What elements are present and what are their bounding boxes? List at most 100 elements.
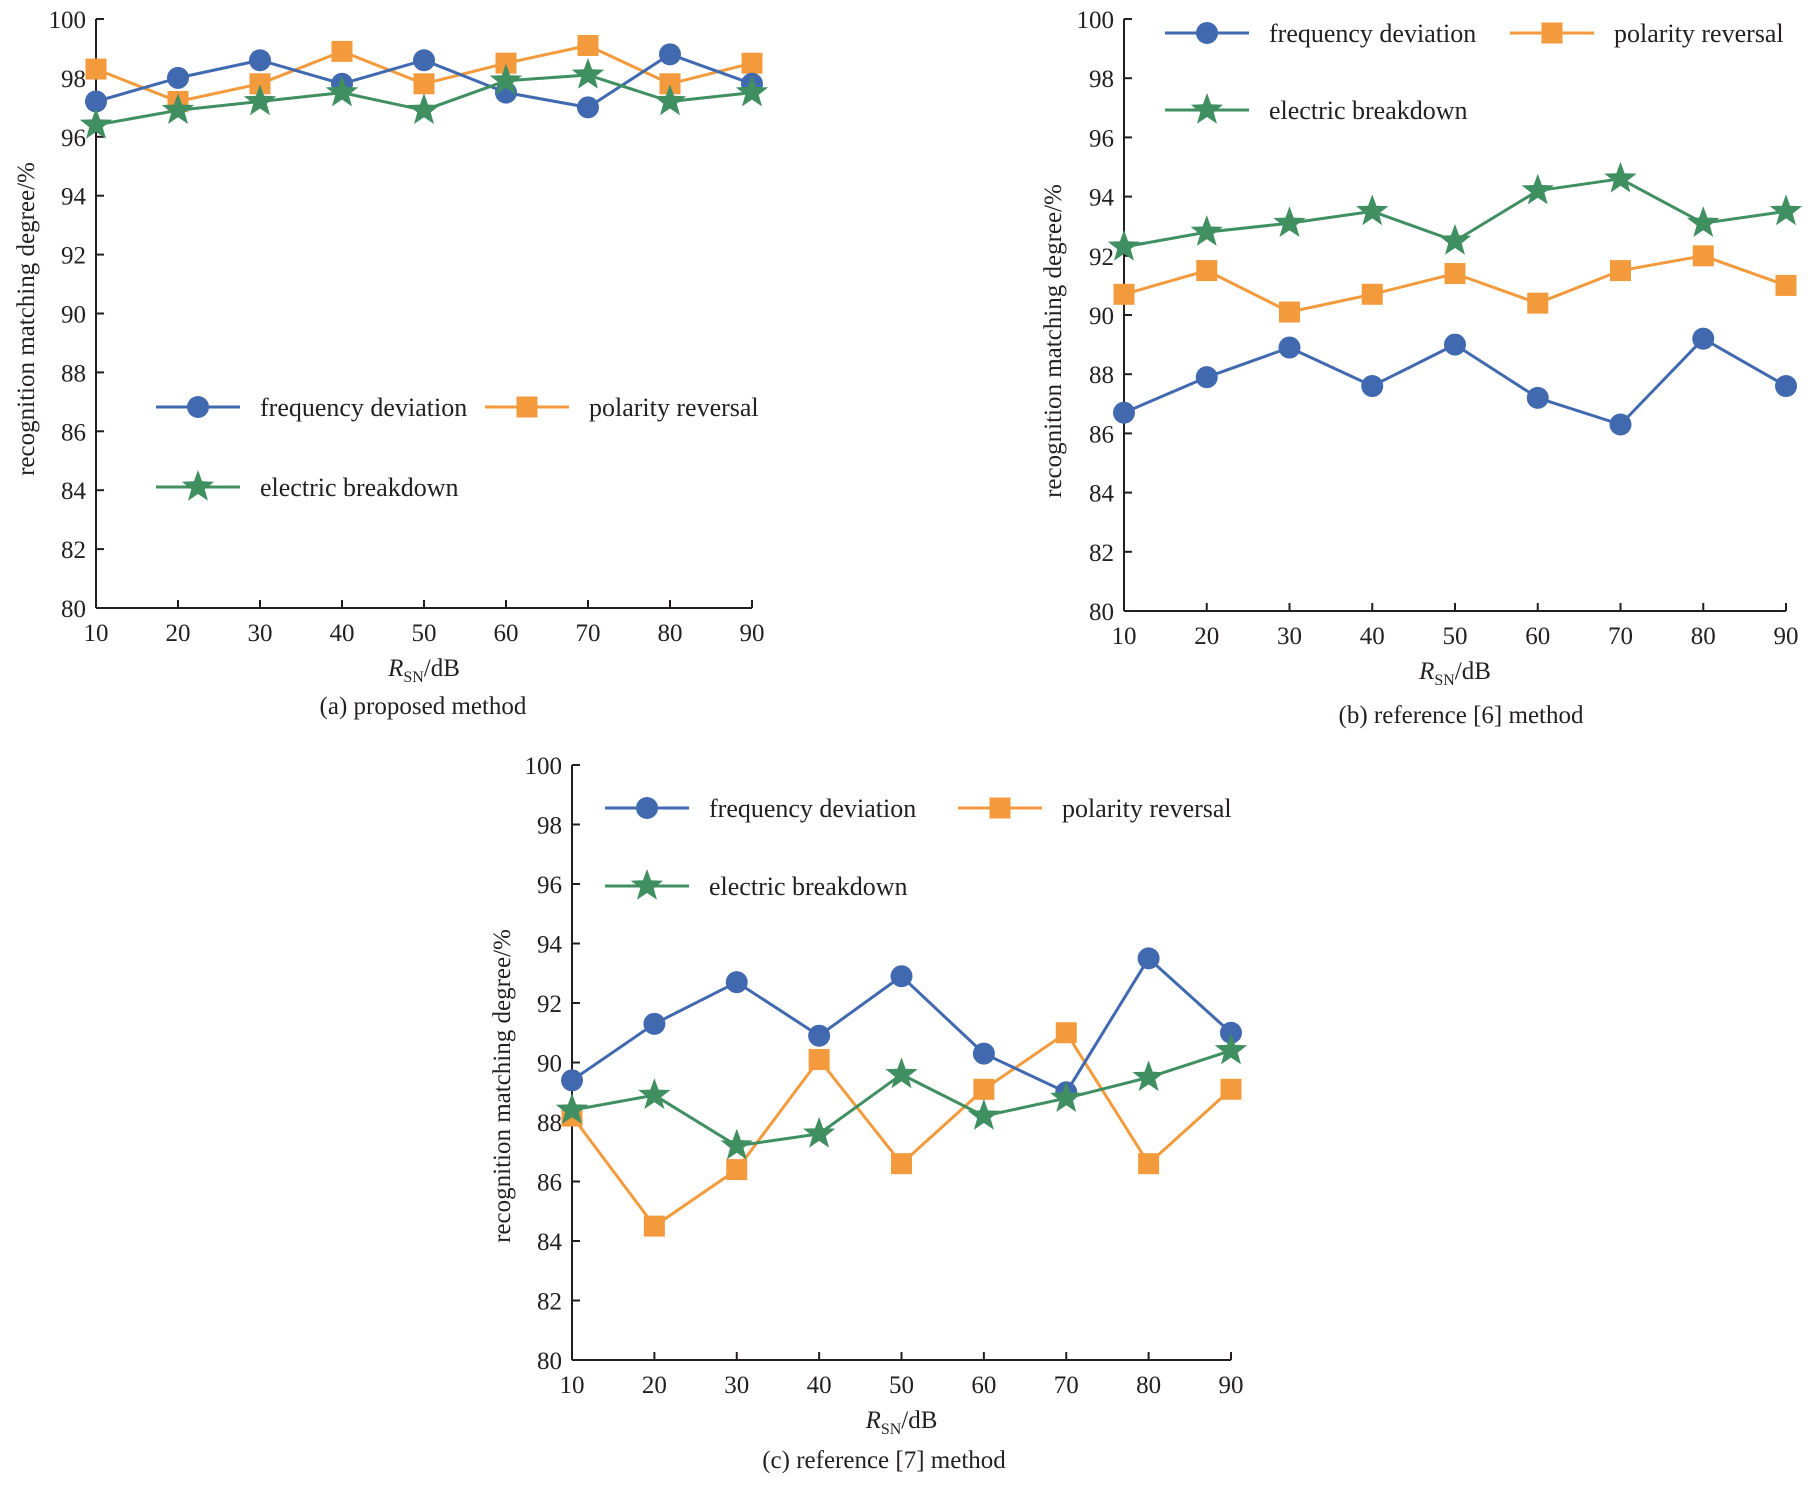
- x-axis-title-unit: /dB: [1455, 658, 1491, 685]
- data-point: [1138, 1153, 1160, 1175]
- data-point: [1769, 194, 1803, 226]
- legend-swatch-marker: [1541, 22, 1563, 44]
- x-tick-label: 50: [412, 620, 437, 647]
- legend-label: electric breakdown: [1269, 96, 1468, 125]
- legend-item-electric-breakdown: electric breakdown: [1165, 93, 1468, 125]
- x-axis-title: RSN/dB: [387, 655, 460, 686]
- data-point: [659, 73, 681, 95]
- y-tick-label: 94: [61, 184, 87, 211]
- data-point: [1775, 274, 1797, 296]
- data-point: [1527, 292, 1549, 314]
- data-point: [413, 73, 435, 95]
- legend-item-frequency-deviation: frequency deviation: [1165, 19, 1476, 48]
- legend-label: frequency deviation: [260, 393, 467, 422]
- data-point: [577, 96, 599, 119]
- data-point: [1195, 366, 1218, 389]
- x-axis-title-main: R: [865, 1407, 881, 1434]
- y-tick-label: 96: [537, 872, 562, 899]
- y-tick-label: 84: [61, 478, 87, 505]
- data-point: [643, 1012, 666, 1035]
- legend-swatch-marker: [636, 797, 658, 819]
- legend-label: polarity reversal: [589, 393, 759, 422]
- series-polarity-reversal: [561, 1022, 1242, 1237]
- data-point: [1132, 1060, 1165, 1092]
- x-tick-label: 80: [1691, 623, 1716, 650]
- data-point: [561, 1069, 583, 1092]
- legend-swatch-marker: [187, 396, 209, 418]
- data-point: [249, 73, 271, 95]
- x-tick-label: 20: [1194, 623, 1219, 650]
- x-axis-title-main: R: [387, 655, 403, 682]
- chart-panel-c: 80 82 84 86 88 90 92 94 96 98 100 10 20 30 40 50 60 70 80 9…: [489, 753, 1248, 1474]
- x-tick-label: 30: [1277, 623, 1302, 650]
- x-axis-title-unit: /dB: [424, 655, 460, 682]
- data-point: [1214, 1033, 1248, 1065]
- data-point: [1055, 1022, 1077, 1044]
- panel-caption: (a) proposed method: [320, 693, 527, 720]
- data-point: [735, 75, 769, 107]
- data-point: [495, 52, 517, 74]
- data-point: [973, 1078, 995, 1100]
- data-point: [972, 1042, 995, 1065]
- x-tick-label: 40: [807, 1372, 832, 1399]
- x-tick-label: 20: [642, 1372, 667, 1399]
- data-point: [1361, 375, 1384, 398]
- data-point: [243, 84, 277, 116]
- data-point: [1220, 1021, 1242, 1044]
- data-point: [407, 93, 441, 124]
- series-electric-breakdown: [555, 1033, 1248, 1160]
- x-axis-title-main: R: [1418, 658, 1434, 685]
- y-tick-label: 86: [61, 419, 86, 446]
- data-point: [1521, 173, 1554, 205]
- legend-item-electric-breakdown: electric breakdown: [605, 869, 908, 901]
- data-point: [1278, 336, 1301, 359]
- data-point: [885, 1057, 918, 1089]
- data-point: [890, 965, 913, 988]
- legend-swatch-marker: [181, 470, 215, 501]
- chart-panel-a: 80 82 84 86 88 90 92 94 96 98 100 10 20 30 40 50 60 70 80 9…: [13, 7, 769, 720]
- y-tick-label: 96: [1089, 125, 1114, 152]
- data-point: [555, 1093, 589, 1124]
- data-point: [741, 52, 763, 74]
- x-tick-label: 40: [330, 620, 355, 647]
- x-axis-title-unit: /dB: [901, 1407, 937, 1434]
- legend-label: polarity reversal: [1062, 794, 1232, 823]
- panel-caption: (b) reference [6] method: [1339, 702, 1584, 729]
- data-point: [1610, 260, 1631, 282]
- x-tick-label: 90: [740, 620, 765, 647]
- legend-item-frequency-deviation: frequency deviation: [156, 393, 467, 422]
- x-tick-label: 70: [1608, 623, 1633, 650]
- y-axis-title: recognition matching degree/%: [489, 929, 516, 1243]
- data-point: [1361, 283, 1383, 305]
- x-axis-title: RSN/dB: [1418, 658, 1491, 689]
- data-point: [1050, 1081, 1083, 1112]
- data-point: [1438, 224, 1472, 255]
- y-tick-label: 98: [61, 66, 86, 93]
- legend-item-electric-breakdown: electric breakdown: [156, 470, 459, 502]
- y-tick-label: 100: [525, 753, 563, 780]
- x-tick-label: 70: [576, 620, 601, 647]
- data-point: [1107, 229, 1141, 261]
- series-frequency-deviation: [85, 43, 763, 119]
- data-point: [577, 35, 599, 57]
- y-tick-label: 80: [61, 596, 86, 623]
- x-tick-label: 80: [658, 620, 683, 647]
- data-point: [1220, 1078, 1242, 1100]
- data-point: [967, 1099, 1000, 1130]
- legend-label: electric breakdown: [260, 473, 459, 502]
- legend-item-polarity-reversal: polarity reversal: [958, 794, 1232, 823]
- x-axis-title: RSN/dB: [865, 1407, 938, 1438]
- data-point: [331, 40, 353, 62]
- data-point: [726, 1159, 748, 1181]
- data-point: [720, 1128, 753, 1160]
- legend-label: polarity reversal: [1614, 19, 1784, 48]
- x-tick-label: 50: [889, 1372, 914, 1399]
- legend-swatch-marker: [630, 869, 664, 900]
- data-point: [167, 66, 189, 89]
- y-tick-label: 90: [537, 1051, 562, 1078]
- data-point: [1444, 263, 1466, 285]
- data-point: [643, 1215, 665, 1237]
- legend: frequency deviation polarity reversal elec…: [156, 393, 759, 502]
- y-tick-label: 88: [61, 360, 86, 387]
- y-tick-label: 82: [537, 1289, 562, 1316]
